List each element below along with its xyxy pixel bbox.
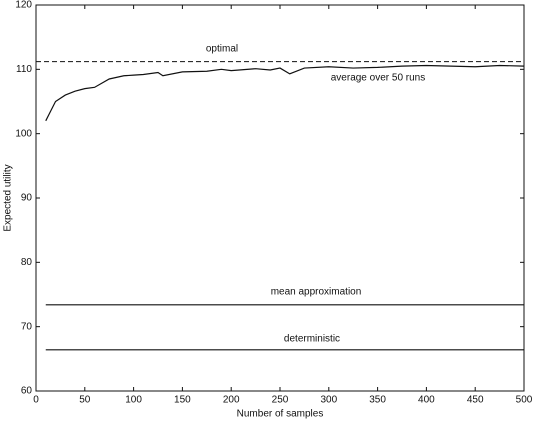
x-tick-label: 100 (125, 395, 142, 406)
x-tick-label: 450 (467, 395, 484, 406)
series-label: mean approximation (271, 287, 362, 298)
y-tick-label: 70 (21, 321, 33, 332)
x-tick-label: 350 (369, 395, 386, 406)
y-tick-label: 110 (16, 64, 32, 75)
y-tick-label: 80 (21, 257, 33, 268)
x-tick-label: 50 (79, 395, 91, 406)
x-tick-label: 0 (33, 395, 39, 406)
y-tick-label: 90 (21, 193, 33, 204)
series-label: optimal (206, 44, 238, 55)
series-label: average over 50 runs (331, 73, 426, 84)
y-tick-label: 60 (21, 386, 33, 397)
x-axis-label: Number of samples (237, 409, 324, 420)
y-axis-label: Expected utility (3, 164, 14, 231)
x-tick-label: 200 (223, 395, 240, 406)
y-tick-label: 100 (15, 128, 32, 139)
series-label: deterministic (284, 334, 340, 345)
plot-frame (35, 4, 525, 392)
x-tick-label: 300 (320, 395, 337, 406)
x-tick-label: 150 (174, 395, 191, 406)
y-tick-label: 120 (15, 0, 32, 11)
x-tick-label: 400 (418, 395, 435, 406)
x-tick-label: 250 (272, 395, 289, 406)
series-line (45, 64, 525, 122)
x-tick-label: 500 (516, 395, 533, 406)
